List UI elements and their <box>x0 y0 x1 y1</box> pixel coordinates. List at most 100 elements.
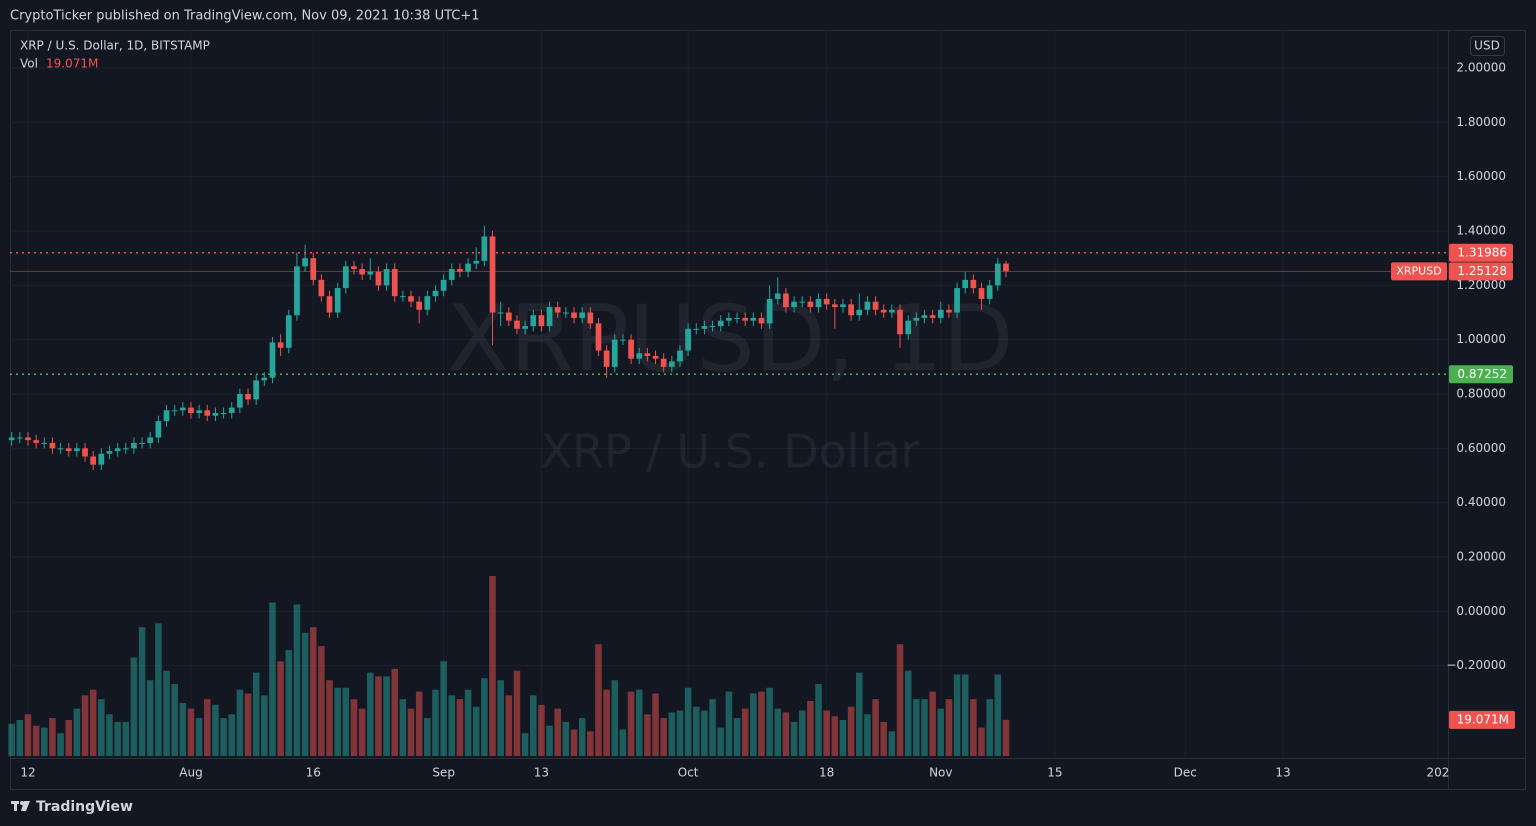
candle-body <box>8 437 15 441</box>
volume-bar <box>220 718 227 756</box>
volume-bar <box>261 695 268 756</box>
volume-bar <box>114 721 121 756</box>
candle-body <box>889 309 895 313</box>
candle-body <box>131 442 137 449</box>
volume-bar <box>807 701 814 756</box>
volume-bar <box>847 706 855 756</box>
volume-bar <box>481 678 488 756</box>
volume-bar <box>73 708 81 756</box>
candle-body <box>864 301 871 310</box>
candle-body <box>636 353 643 359</box>
y-tick-label: 1.00000 <box>1456 332 1506 346</box>
x-tick-label: 202 <box>1426 766 1449 780</box>
candle-body <box>416 301 423 310</box>
volume-bar <box>146 680 154 756</box>
candle-body <box>660 358 667 367</box>
candle-body <box>611 339 618 367</box>
candle-body <box>171 410 178 412</box>
candle-body <box>921 315 928 318</box>
volume-bar <box>16 720 24 756</box>
candle-body <box>57 448 64 450</box>
candle-body <box>946 309 952 313</box>
watermark-symbol: XRPUSD, 1D <box>447 285 1014 392</box>
volume-bar <box>228 714 235 756</box>
volume-bar <box>896 644 904 756</box>
candle-body <box>261 377 268 381</box>
logo <box>11 801 30 811</box>
candle-body <box>196 410 202 414</box>
volume-bar <box>717 727 724 756</box>
x-tick-label: Sep <box>432 766 455 780</box>
candle-body <box>228 407 235 414</box>
x-tick-label: 13 <box>534 766 549 780</box>
volume-bar <box>1002 719 1010 756</box>
candle-body <box>473 260 480 264</box>
last-price-box <box>1449 262 1513 281</box>
volume-bar <box>155 623 162 756</box>
candle-body <box>285 315 292 348</box>
volume-bar <box>790 721 798 756</box>
candle-body <box>367 271 374 275</box>
candle-body <box>685 328 691 351</box>
volume-bar <box>562 721 570 756</box>
volume-bar <box>375 676 382 756</box>
volume-bar <box>554 708 561 756</box>
candle-body <box>677 350 683 362</box>
last-price-name: XRPUSD <box>1396 264 1441 277</box>
volume-bar <box>872 699 879 756</box>
volume-bar <box>595 644 602 756</box>
logo-part <box>14 801 17 811</box>
volume-bar <box>627 691 635 756</box>
volume-bar <box>464 689 472 756</box>
volume-bar <box>603 689 610 756</box>
volume-bar <box>937 708 945 756</box>
y-tick-label: −0.20000 <box>1446 658 1506 672</box>
volume-bar <box>489 576 496 756</box>
candle-body <box>106 451 113 454</box>
candle-body <box>16 437 23 439</box>
volume-bar <box>635 689 643 756</box>
volume-bar <box>122 721 130 756</box>
candle-body <box>563 312 569 314</box>
volume-bar <box>701 710 708 756</box>
x-tick-label: 18 <box>819 766 834 780</box>
candle-body <box>220 413 227 415</box>
volume-bar <box>81 695 89 756</box>
candle-body <box>204 410 211 416</box>
candle-body <box>82 448 88 457</box>
legend-volume-name: Vol <box>20 57 38 71</box>
x-tick-label: Nov <box>929 766 952 780</box>
candle-body <box>994 263 1001 286</box>
volume-bar <box>269 602 276 756</box>
volume-bar <box>49 718 56 756</box>
volume-bar <box>236 689 244 756</box>
volume-bar <box>407 708 415 756</box>
volume-bar <box>994 674 1002 756</box>
candle-body <box>831 304 838 308</box>
candle-body <box>603 350 610 367</box>
candle-body <box>652 355 659 359</box>
volume-bar <box>864 714 871 756</box>
candle-body <box>783 293 789 308</box>
candle-body <box>432 290 439 297</box>
candle-body <box>668 361 675 367</box>
volume-bar <box>179 702 187 756</box>
currency-label[interactable]: USD <box>1474 39 1500 53</box>
candle-body <box>351 266 357 270</box>
candle-body <box>90 456 97 465</box>
volume-bar <box>619 729 627 756</box>
candle-body <box>522 326 528 329</box>
volume-bar <box>766 687 773 756</box>
volume-bar <box>725 691 733 756</box>
volume-bar <box>961 674 969 756</box>
candle-body <box>122 448 129 450</box>
volume-bar <box>856 672 863 756</box>
candle-body <box>408 296 414 302</box>
currency-button[interactable] <box>1470 36 1505 56</box>
volume-bar <box>65 720 72 756</box>
y-tick-label: 1.80000 <box>1456 115 1506 129</box>
candle-body <box>726 317 732 321</box>
volume-bar <box>513 670 521 756</box>
volume-bar <box>660 718 667 756</box>
publish-info: CryptoTicker published on TradingView.co… <box>10 9 480 24</box>
